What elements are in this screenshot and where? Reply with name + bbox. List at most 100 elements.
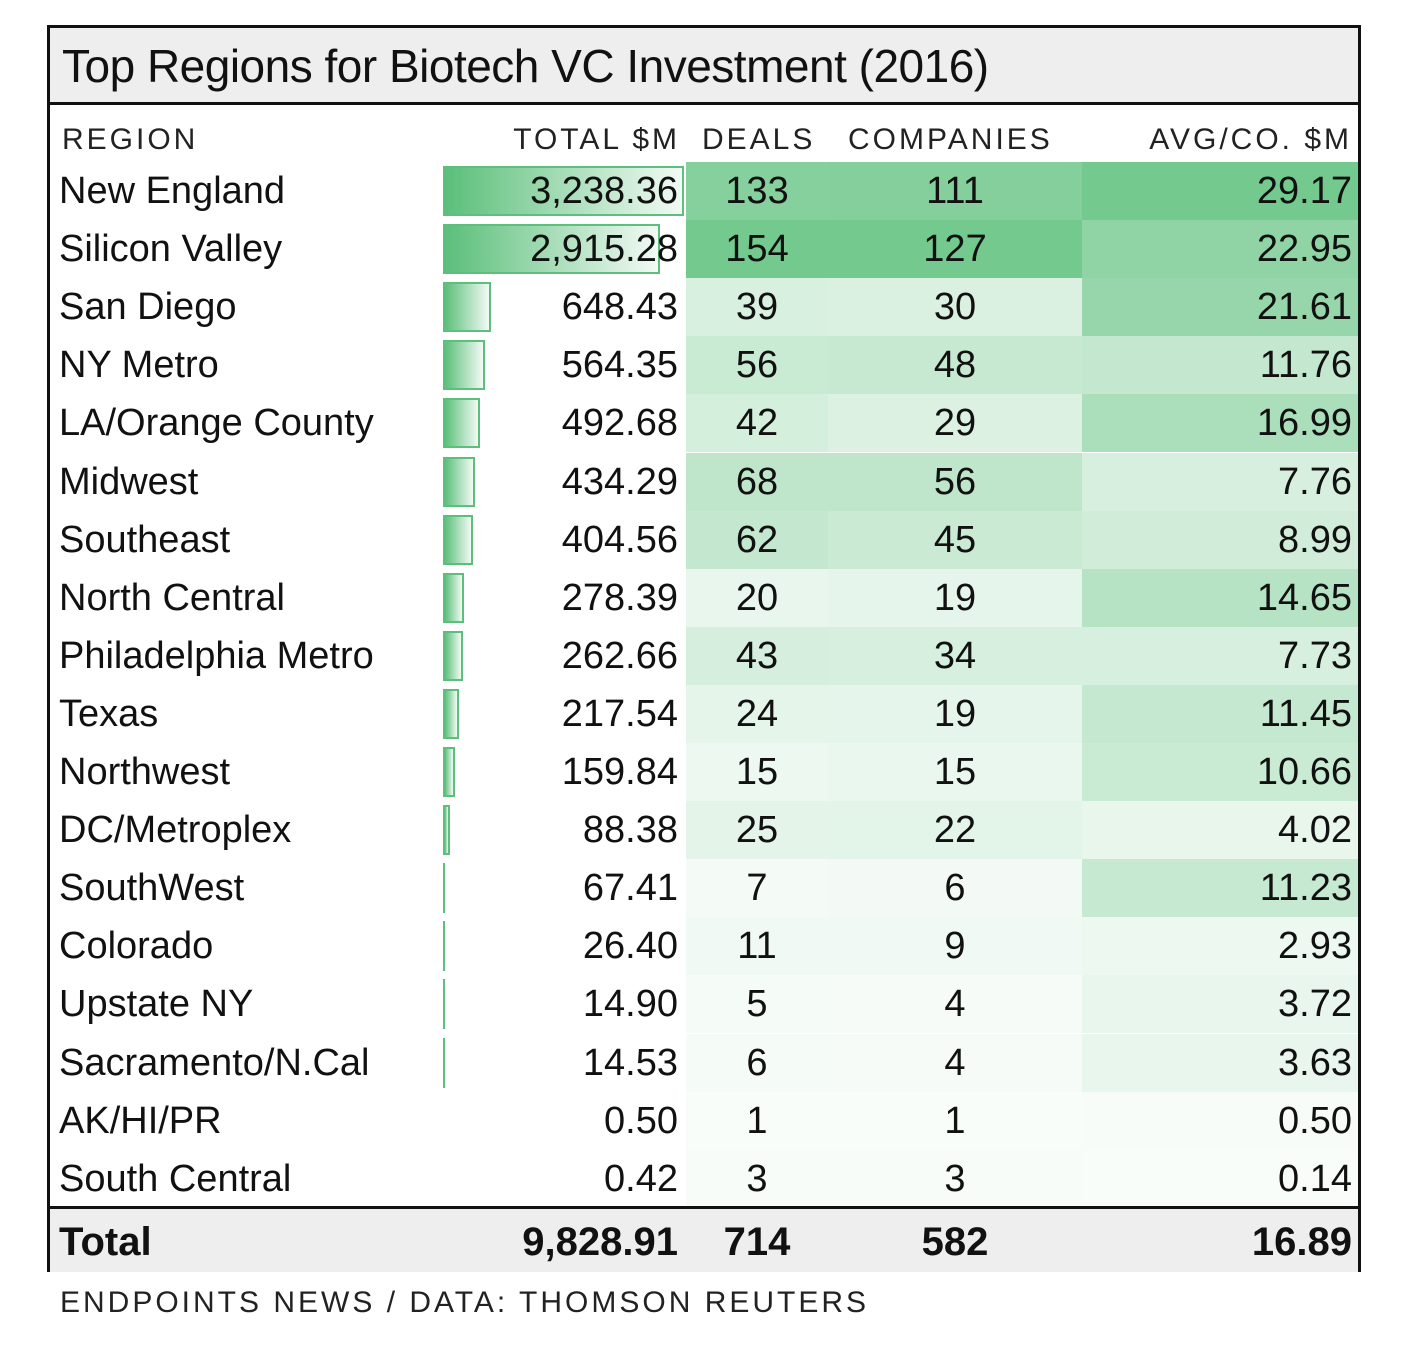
avg-cell: 7.73 xyxy=(1082,626,1358,685)
deals-cell: 24 xyxy=(686,684,828,743)
table-row: Philadelphia Metro 262.66 43 34 7.73 xyxy=(50,626,1358,685)
total-bar xyxy=(443,630,463,681)
avg-value: 29.17 xyxy=(1256,170,1352,212)
total-value: 404.56 xyxy=(561,518,678,561)
total-bar xyxy=(443,572,464,623)
avg-value: 11.23 xyxy=(1259,867,1352,910)
table-row: Silicon Valley 2,915.28 154 127 22.95 xyxy=(50,220,1358,279)
companies-cell: 111 xyxy=(828,162,1082,220)
deals-cell: 43 xyxy=(686,626,828,685)
total-avg: 16.89 xyxy=(1251,1220,1352,1264)
total-value: 88.38 xyxy=(582,809,678,852)
total-sum: 9,828.91 xyxy=(522,1220,678,1264)
region-name: Philadelphia Metro xyxy=(59,634,374,677)
chart-title: Top Regions for Biotech VC Investment (2… xyxy=(62,40,989,92)
deals-cell: 133 xyxy=(686,162,828,220)
avg-value: 0.14 xyxy=(1278,1157,1352,1200)
total-cell: 14.53 xyxy=(443,1034,684,1092)
table-row: SouthWest 67.41 7 6 11.23 xyxy=(50,859,1358,918)
table-row: Southeast 404.56 62 45 8.99 xyxy=(50,510,1358,569)
region-name: Silicon Valley xyxy=(59,228,283,271)
total-cell: 88.38 xyxy=(443,801,684,859)
total-cell: 2,915.28 xyxy=(443,220,684,278)
deals-cell: 5 xyxy=(686,975,828,1034)
avg-value: 8.99 xyxy=(1278,518,1352,561)
companies-cell: 1 xyxy=(828,1092,1082,1150)
total-value: 0.50 xyxy=(604,1099,678,1142)
avg-cell: 11.76 xyxy=(1082,336,1358,395)
column-header-avg: AVG/CO. $M xyxy=(1149,123,1352,156)
table-row: Midwest 434.29 68 56 7.76 xyxy=(50,452,1358,511)
total-value: 2,915.28 xyxy=(530,228,678,271)
companies-cell: 6 xyxy=(828,859,1082,918)
total-cell: 492.68 xyxy=(443,394,684,452)
avg-cell: 7.76 xyxy=(1082,452,1358,511)
region-name: North Central xyxy=(59,576,285,619)
table-row: LA/Orange County 492.68 42 29 16.99 xyxy=(50,394,1358,453)
companies-cell: 4 xyxy=(828,1033,1082,1092)
total-bar xyxy=(443,688,460,739)
region-name: Colorado xyxy=(59,925,214,968)
companies-cell: 56 xyxy=(828,452,1082,511)
companies-cell: 9 xyxy=(828,917,1082,976)
companies-cell: 127 xyxy=(828,220,1082,279)
avg-cell: 21.61 xyxy=(1082,278,1358,337)
avg-value: 7.73 xyxy=(1278,634,1352,677)
total-bar xyxy=(443,282,492,333)
table-row: Sacramento/N.Cal 14.53 6 4 3.63 xyxy=(50,1033,1358,1092)
deals-cell: 62 xyxy=(686,510,828,569)
avg-value: 16.99 xyxy=(1256,402,1352,445)
region-name: Midwest xyxy=(59,460,199,503)
region-name: LA/Orange County xyxy=(59,402,374,445)
column-header-region: REGION xyxy=(62,123,199,156)
total-cell: 262.66 xyxy=(443,627,684,685)
avg-value: 22.95 xyxy=(1256,228,1352,271)
deals-cell: 68 xyxy=(686,452,828,511)
deals-cell: 39 xyxy=(686,278,828,337)
table-row: North Central 278.39 20 19 14.65 xyxy=(50,568,1358,627)
avg-cell: 16.99 xyxy=(1082,394,1358,453)
region-name: Texas xyxy=(59,692,159,735)
total-bar xyxy=(443,398,480,449)
total-cell: 14.90 xyxy=(443,975,684,1033)
total-value: 492.68 xyxy=(561,402,678,445)
companies-cell: 45 xyxy=(828,510,1082,569)
total-bar xyxy=(443,224,660,275)
total-bar xyxy=(443,1037,445,1088)
total-companies: 582 xyxy=(921,1220,989,1264)
total-bar xyxy=(443,921,445,972)
table-frame: Top Regions for Biotech VC Investment (2… xyxy=(47,25,1361,1272)
table-row: AK/HI/PR 0.50 1 1 0.50 xyxy=(50,1091,1358,1150)
total-value: 278.39 xyxy=(561,576,678,619)
total-value: 648.43 xyxy=(561,286,678,329)
total-value: 0.42 xyxy=(604,1157,678,1200)
total-cell: 404.56 xyxy=(443,511,684,569)
source-credit: ENDPOINTS NEWS / DATA: THOMSON REUTERS xyxy=(60,1286,870,1319)
total-cell: 0.42 xyxy=(443,1150,684,1208)
table-row: Texas 217.54 24 19 11.45 xyxy=(50,684,1358,743)
table-row: Colorado 26.40 11 9 2.93 xyxy=(50,917,1358,976)
total-value: 262.66 xyxy=(561,634,678,677)
companies-cell: 19 xyxy=(828,568,1082,627)
avg-value: 11.76 xyxy=(1259,344,1352,387)
deals-cell: 15 xyxy=(686,743,828,801)
total-cell: 217.54 xyxy=(443,685,684,743)
total-bar xyxy=(443,340,485,391)
region-name: South Central xyxy=(59,1157,292,1200)
avg-value: 2.93 xyxy=(1278,925,1352,968)
deals-cell: 25 xyxy=(686,801,828,860)
deals-cell: 20 xyxy=(686,568,828,627)
column-header-deals: DEALS xyxy=(702,123,816,156)
avg-cell: 11.45 xyxy=(1082,684,1358,743)
total-bar xyxy=(443,456,476,507)
avg-value: 3.63 xyxy=(1278,1041,1352,1084)
total-value: 3,238.36 xyxy=(530,170,678,212)
avg-cell: 11.23 xyxy=(1082,859,1358,918)
avg-cell: 2.93 xyxy=(1082,917,1358,976)
region-name: NY Metro xyxy=(59,344,219,387)
companies-cell: 29 xyxy=(828,394,1082,453)
region-name: Upstate NY xyxy=(59,983,254,1026)
region-name: Northwest xyxy=(59,751,231,793)
avg-cell: 29.17 xyxy=(1082,162,1358,220)
total-cell: 278.39 xyxy=(443,569,684,627)
